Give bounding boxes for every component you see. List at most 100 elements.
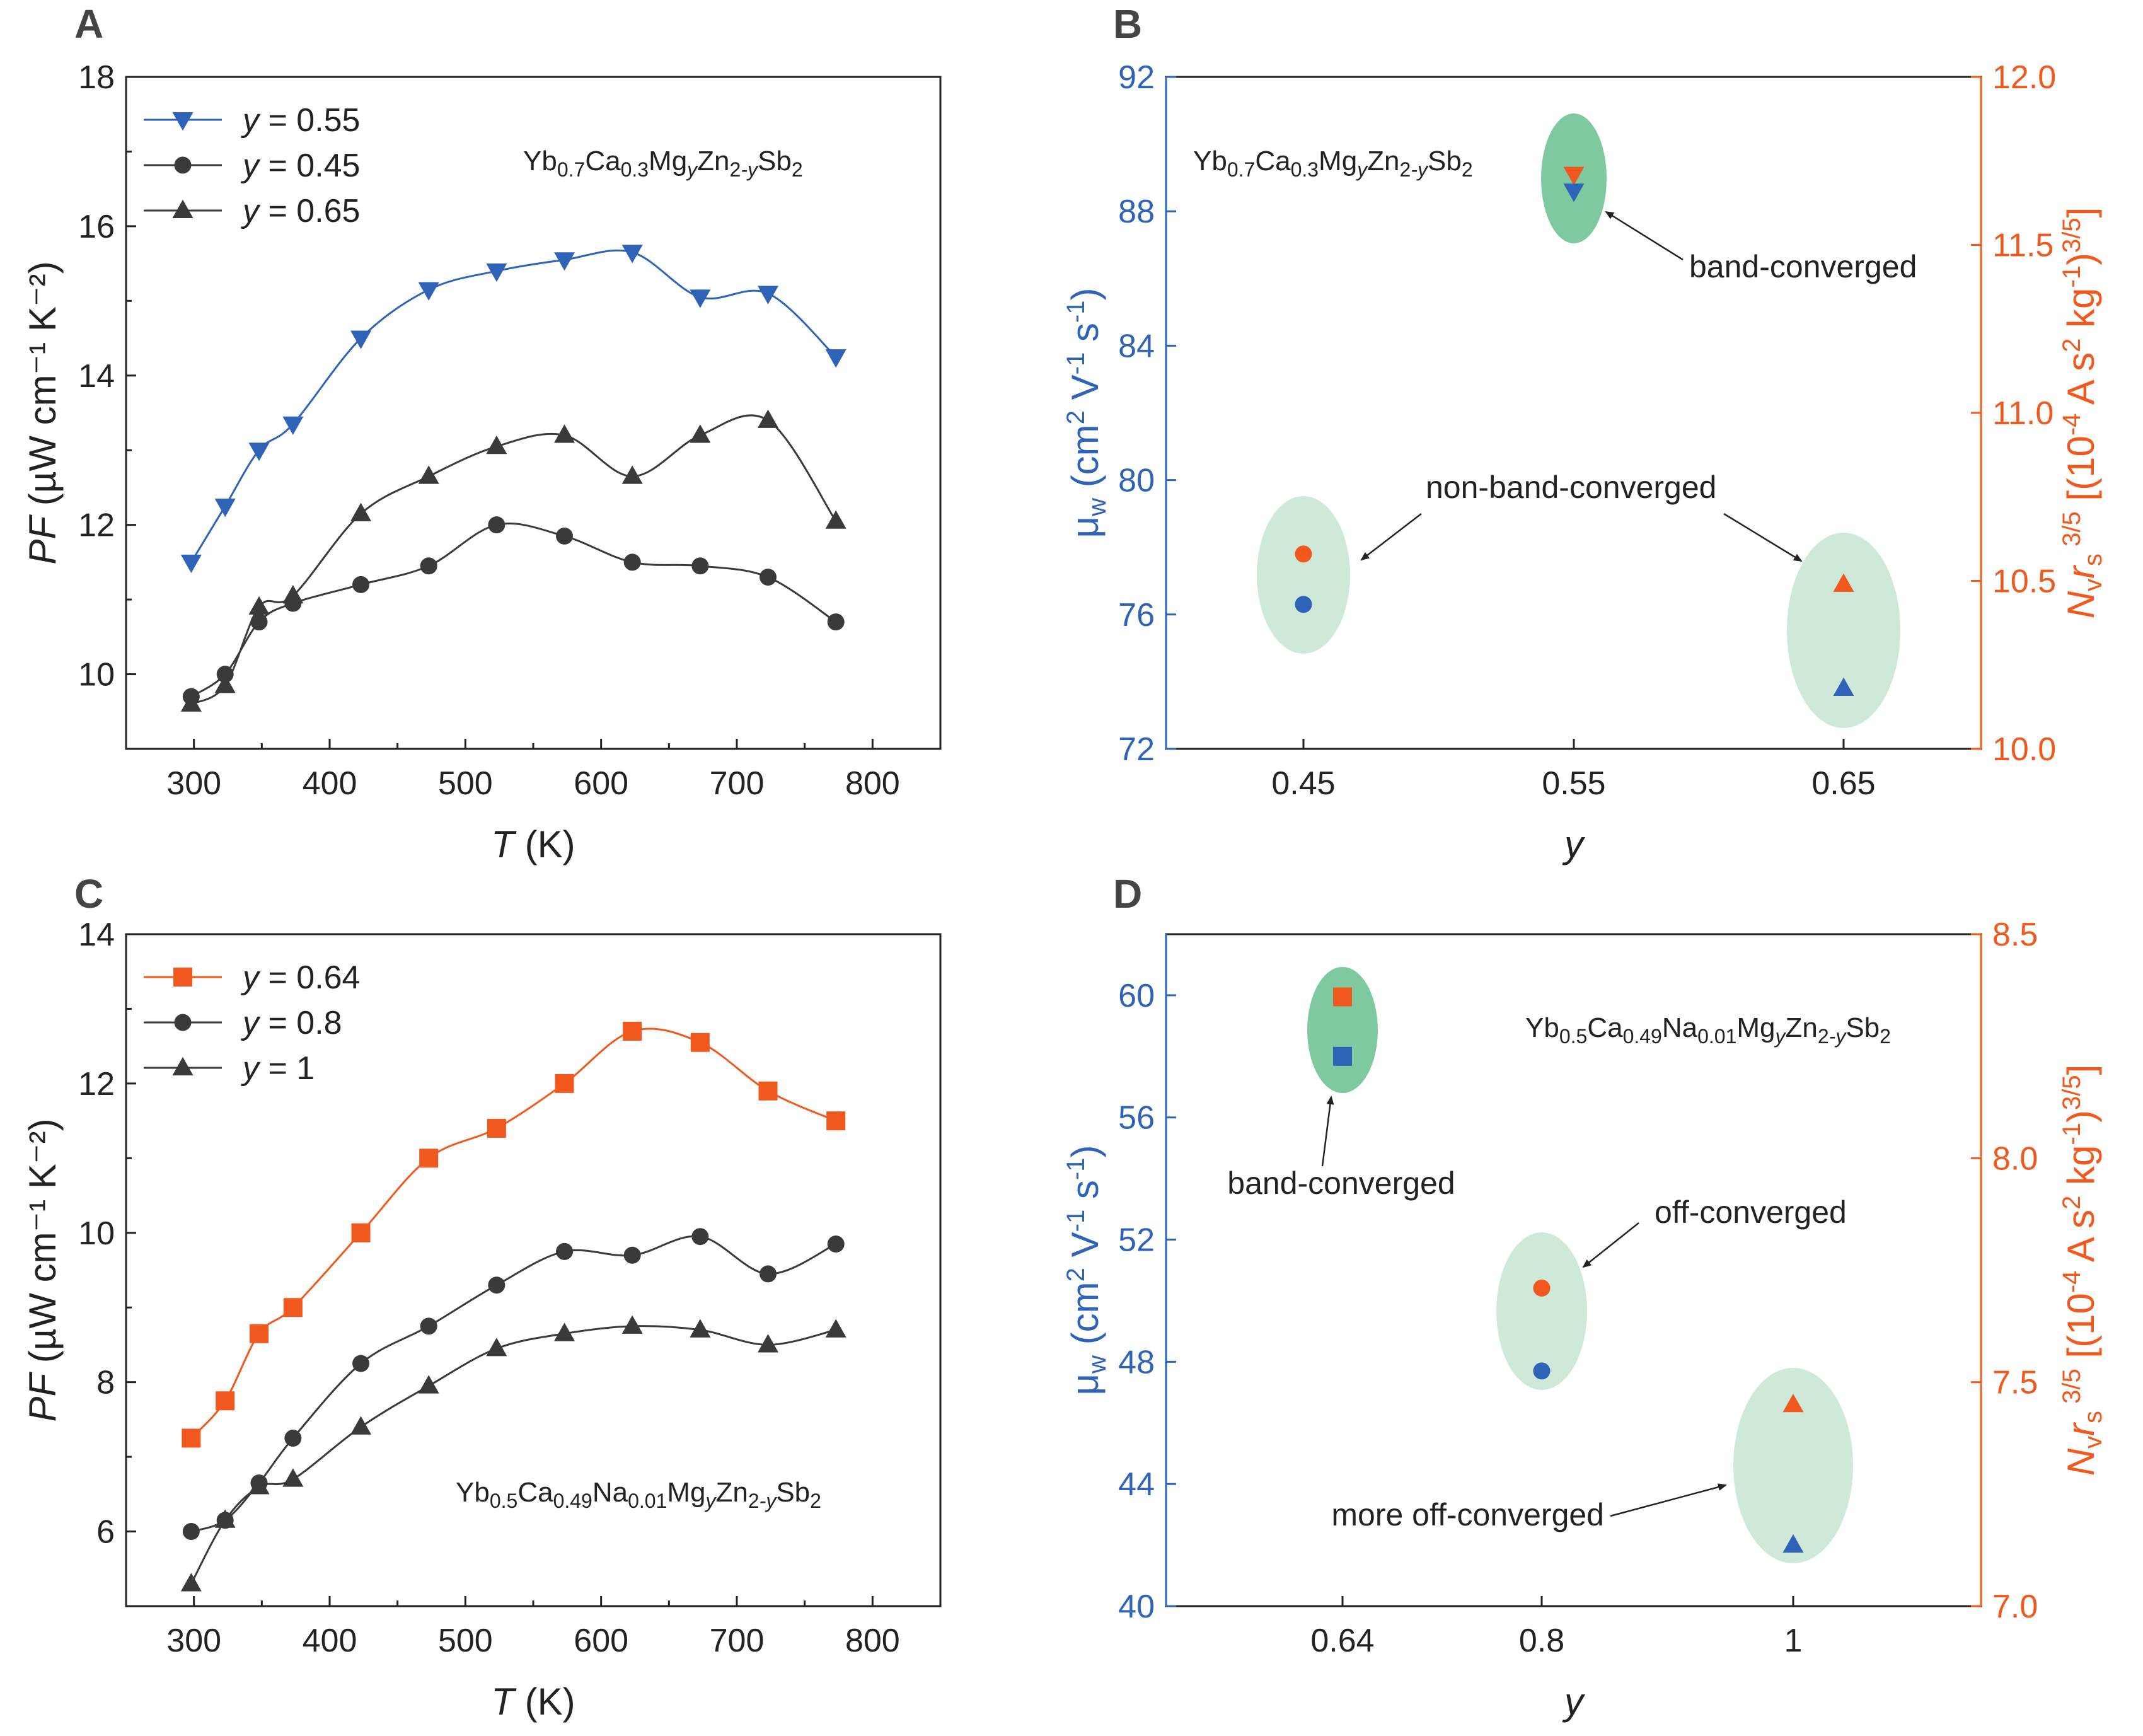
data-point bbox=[758, 286, 779, 304]
legend-a: y = 0.55 y = 0.45 y = 0.65 bbox=[144, 102, 360, 229]
y-tick-label: 6 bbox=[96, 1514, 115, 1551]
x-tick-label: 0.65 bbox=[1811, 765, 1875, 802]
data-point bbox=[248, 1476, 270, 1495]
highlight-ellipse bbox=[1496, 1232, 1587, 1390]
panel-letter-a: A bbox=[74, 1, 103, 47]
y-right-tick-label: 12.0 bbox=[1992, 59, 2056, 96]
y-axis-left-title-b: μw (cm2 V-1 s-1) bbox=[1062, 288, 1111, 538]
series-line bbox=[190, 249, 837, 563]
data-point bbox=[214, 499, 236, 518]
y-tick-label: 12 bbox=[78, 1066, 115, 1102]
data-point bbox=[621, 245, 643, 263]
panel-letter-d: D bbox=[1113, 871, 1142, 917]
nv-units-part: s bbox=[2079, 553, 2107, 566]
data-point bbox=[827, 1235, 845, 1253]
panel-letter-b: B bbox=[1113, 1, 1142, 47]
formula-d: Yb0.5Ca0.49Na0.01MgyZn2-ySb2 bbox=[1525, 1012, 1891, 1048]
formula-part: 2 bbox=[748, 1490, 760, 1512]
mu-units-part: -1 bbox=[1062, 1210, 1090, 1232]
data-point bbox=[825, 510, 846, 529]
data-point bbox=[621, 465, 643, 484]
y-left-tick-label: 48 bbox=[1118, 1344, 1155, 1380]
legend-label-var: y bbox=[241, 1005, 261, 1041]
formula-part: Sb bbox=[1846, 1012, 1880, 1043]
formula-part: Mg bbox=[667, 1477, 705, 1508]
nv-units-part: [(10 bbox=[2060, 436, 2102, 511]
y-left-tick-label: 72 bbox=[1118, 731, 1155, 768]
data-point bbox=[825, 349, 846, 368]
nv-units-part: ) bbox=[2060, 253, 2102, 265]
legend-label: y = 0.45 bbox=[241, 148, 360, 184]
annotation-arrow bbox=[1605, 211, 1684, 261]
series-curves-a bbox=[190, 249, 837, 705]
mu-units-part: V bbox=[1064, 374, 1106, 410]
formula-part: -y bbox=[1411, 158, 1429, 181]
mu-units-part: -1 bbox=[1062, 1158, 1090, 1181]
y-tick-label: 16 bbox=[78, 209, 115, 245]
data-point bbox=[623, 1246, 641, 1264]
y-right-tick-label: 7.5 bbox=[1992, 1365, 2038, 1401]
data-point bbox=[690, 1033, 710, 1052]
formula-part: Ca bbox=[1587, 1012, 1623, 1043]
x-tick-label: 300 bbox=[166, 765, 221, 802]
legend-marker bbox=[172, 199, 194, 218]
data-point bbox=[283, 1298, 303, 1317]
mu-symbol: μ bbox=[1064, 516, 1106, 538]
annotation-arrow bbox=[1582, 1222, 1639, 1268]
mu-units-part: 2 bbox=[1062, 1268, 1090, 1282]
legend-label-value: = 0.65 bbox=[259, 193, 360, 229]
nv-units-part: r bbox=[2060, 1422, 2102, 1436]
formula-part: 2 bbox=[810, 1490, 821, 1512]
y-left-tick-label: 76 bbox=[1118, 597, 1155, 634]
y-right-tick-label: 8.5 bbox=[1992, 917, 2038, 953]
data-point bbox=[250, 1324, 269, 1343]
legend-label-value: = 1 bbox=[259, 1050, 315, 1087]
mu-symbol: μ bbox=[1064, 1374, 1106, 1396]
formula-part: 2 bbox=[1818, 1025, 1829, 1048]
legend-label-value: = 0.55 bbox=[259, 102, 360, 139]
y-left-tick-label: 44 bbox=[1118, 1466, 1155, 1503]
nv-units-part: -4 bbox=[2058, 1271, 2086, 1293]
annotation-label: non-band-converged bbox=[1426, 470, 1716, 505]
formula-part: Zn bbox=[1786, 1012, 1818, 1043]
formula-part: Sb bbox=[1428, 146, 1462, 176]
formula-part: 0.7 bbox=[1227, 158, 1255, 181]
data-point bbox=[350, 330, 372, 349]
mu-units-part: -1 bbox=[1062, 352, 1090, 375]
data-marks-d bbox=[1333, 987, 1804, 1553]
data-point bbox=[248, 596, 270, 615]
formula-part: 0.3 bbox=[621, 158, 649, 181]
y-right-tick-label: 10.0 bbox=[1992, 731, 2056, 768]
formula-part: Zn bbox=[1367, 146, 1399, 176]
data-point bbox=[487, 1118, 506, 1138]
nv-units-part: kg bbox=[2060, 288, 2102, 339]
formula-part: Yb bbox=[1525, 1012, 1559, 1043]
formula-c: Yb0.5Ca0.49Na0.01MgyZn2-ySb2 bbox=[456, 1477, 821, 1512]
y-tick-label: 8 bbox=[96, 1365, 115, 1401]
legend-label-value: = 0.8 bbox=[259, 1005, 342, 1041]
y-tick-label: 14 bbox=[78, 358, 115, 395]
legend-marker bbox=[174, 1014, 192, 1031]
formula-part: 0.7 bbox=[557, 158, 585, 181]
x-axis-title-d: y bbox=[1562, 1681, 1586, 1723]
legend-label-value: = 0.64 bbox=[259, 959, 360, 996]
data-point bbox=[826, 1111, 846, 1131]
data-point bbox=[182, 1428, 201, 1448]
y-tick-label: 12 bbox=[78, 507, 115, 544]
y-left-tick-label: 84 bbox=[1118, 328, 1155, 364]
nv-units-part: 3/5 bbox=[2058, 1369, 2086, 1411]
mu-w-point bbox=[1833, 677, 1854, 697]
annotation-arrow bbox=[1360, 513, 1422, 561]
data-point bbox=[418, 465, 439, 484]
formula-part: Ca bbox=[585, 146, 621, 176]
legend-label: y = 0.55 bbox=[241, 102, 360, 139]
formula-part: Yb bbox=[523, 146, 557, 176]
y-tick-label: 18 bbox=[78, 59, 115, 96]
formula-part: 0.5 bbox=[490, 1490, 517, 1512]
data-point bbox=[554, 424, 575, 443]
legend-label-var: y bbox=[241, 102, 261, 139]
data-point bbox=[486, 1338, 507, 1357]
x-axis-title-a: T (K) bbox=[491, 823, 575, 865]
